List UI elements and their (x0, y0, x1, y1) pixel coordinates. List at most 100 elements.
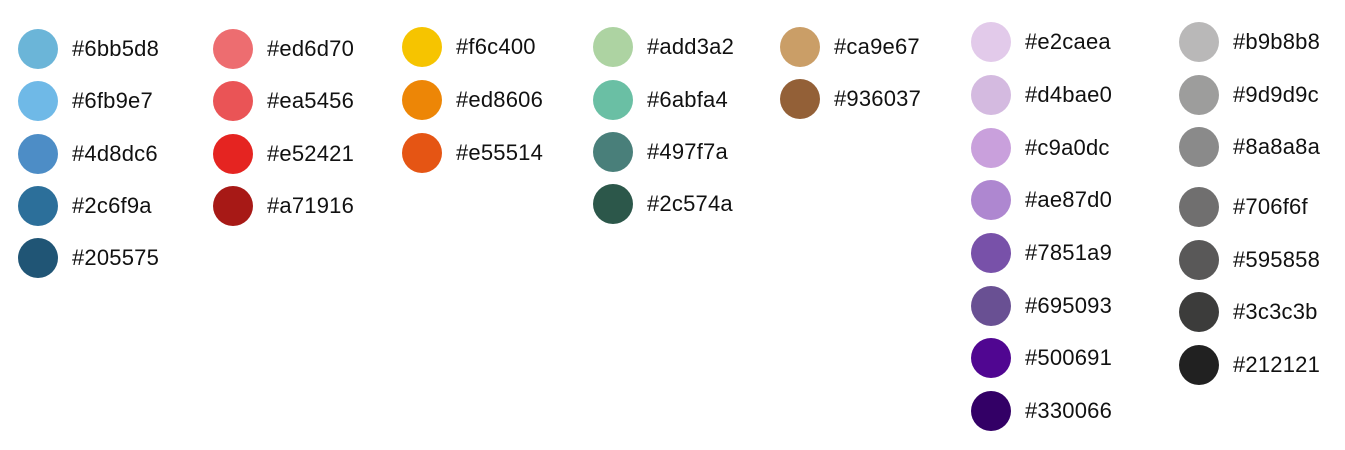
color-swatch: #4d8dc6 (18, 133, 158, 175)
color-swatch: #6fb9e7 (18, 80, 153, 122)
color-swatch: #2c6f9a (18, 185, 152, 227)
color-dot (18, 186, 58, 226)
color-dot (780, 79, 820, 119)
color-swatch: #8a8a8a (1179, 126, 1320, 168)
color-hex-label: #7851a9 (1025, 240, 1113, 265)
color-hex-label: #f6c400 (456, 34, 536, 59)
color-hex-label: #8a8a8a (1233, 134, 1321, 159)
color-hex-label: #6abfa4 (647, 87, 728, 112)
color-dot (213, 29, 253, 69)
color-swatch: #7851a9 (971, 232, 1112, 274)
color-dot (213, 81, 253, 121)
color-swatch: #500691 (971, 337, 1112, 379)
color-dot (971, 233, 1011, 273)
color-dot (971, 75, 1011, 115)
color-swatch: #330066 (971, 390, 1112, 432)
color-dot (971, 391, 1011, 431)
color-swatch: #c9a0dc (971, 127, 1110, 169)
color-dot (402, 133, 442, 173)
color-hex-label: #e55514 (456, 140, 544, 165)
color-dot (1179, 127, 1219, 167)
color-swatch: #205575 (18, 237, 159, 279)
color-hex-label: #4d8dc6 (72, 141, 158, 166)
color-swatch: #b9b8b8 (1179, 21, 1320, 63)
color-dot (593, 132, 633, 172)
color-dot (18, 81, 58, 121)
color-hex-label: #212121 (1233, 352, 1321, 377)
color-swatch: #2c574a (593, 183, 733, 225)
color-dot (1179, 240, 1219, 280)
color-hex-label: #706f6f (1233, 194, 1308, 219)
color-hex-label: #a71916 (267, 193, 355, 218)
color-dot (18, 29, 58, 69)
color-hex-label: #c9a0dc (1025, 135, 1110, 160)
color-dot (593, 184, 633, 224)
color-swatch: #706f6f (1179, 186, 1308, 228)
color-swatch: #3c3c3b (1179, 291, 1318, 333)
color-hex-label: #2c574a (647, 191, 733, 216)
color-swatch: #add3a2 (593, 26, 734, 68)
color-hex-label: #500691 (1025, 345, 1113, 370)
color-hex-label: #ea5456 (267, 88, 355, 113)
color-hex-label: #add3a2 (647, 34, 735, 59)
color-swatch: #695093 (971, 285, 1112, 327)
color-swatch: #6bb5d8 (18, 28, 159, 70)
color-swatch: #ed6d70 (213, 28, 354, 70)
color-dot (1179, 22, 1219, 62)
color-hex-label: #e52421 (267, 141, 355, 166)
color-hex-label: #e2caea (1025, 29, 1111, 54)
color-dot (213, 134, 253, 174)
color-dot (593, 27, 633, 67)
color-swatch: #ed8606 (402, 79, 543, 121)
color-hex-label: #695093 (1025, 293, 1113, 318)
color-dot (971, 286, 1011, 326)
color-swatch: #a71916 (213, 185, 354, 227)
color-swatch: #595858 (1179, 239, 1320, 281)
color-dot (971, 338, 1011, 378)
color-swatch: #ea5456 (213, 80, 354, 122)
color-swatch: #212121 (1179, 344, 1320, 386)
color-dot (971, 180, 1011, 220)
color-hex-label: #205575 (72, 245, 160, 270)
color-swatch: #f6c400 (402, 26, 536, 68)
color-hex-label: #b9b8b8 (1233, 29, 1321, 54)
color-hex-label: #3c3c3b (1233, 299, 1318, 324)
color-dot (18, 238, 58, 278)
color-hex-label: #ed8606 (456, 87, 544, 112)
color-hex-label: #ed6d70 (267, 36, 355, 61)
color-swatch: #ca9e67 (780, 26, 920, 68)
color-hex-label: #6bb5d8 (72, 36, 160, 61)
color-dot (1179, 292, 1219, 332)
color-hex-label: #ae87d0 (1025, 187, 1113, 212)
color-dot (780, 27, 820, 67)
color-dot (402, 80, 442, 120)
color-dot (971, 22, 1011, 62)
color-swatch: #9d9d9c (1179, 74, 1319, 116)
color-swatch: #936037 (780, 78, 921, 120)
color-dot (1179, 75, 1219, 115)
color-hex-label: #330066 (1025, 398, 1113, 423)
color-swatch: #ae87d0 (971, 179, 1112, 221)
color-dot (971, 128, 1011, 168)
color-swatch: #e55514 (402, 132, 543, 174)
color-hex-label: #6fb9e7 (72, 88, 153, 113)
color-dot (1179, 187, 1219, 227)
color-swatch: #e2caea (971, 21, 1111, 63)
color-dot (213, 186, 253, 226)
color-hex-label: #497f7a (647, 139, 728, 164)
color-swatch: #d4bae0 (971, 74, 1112, 116)
color-dot (18, 134, 58, 174)
color-swatch: #497f7a (593, 131, 728, 173)
color-hex-label: #ca9e67 (834, 34, 920, 59)
color-hex-label: #595858 (1233, 247, 1321, 272)
color-hex-label: #2c6f9a (72, 193, 152, 218)
color-swatch: #6abfa4 (593, 79, 728, 121)
color-hex-label: #9d9d9c (1233, 82, 1319, 107)
color-hex-label: #d4bae0 (1025, 82, 1113, 107)
color-hex-label: #936037 (834, 86, 922, 111)
color-dot (1179, 345, 1219, 385)
color-swatch: #e52421 (213, 133, 354, 175)
color-dot (402, 27, 442, 67)
color-dot (593, 80, 633, 120)
